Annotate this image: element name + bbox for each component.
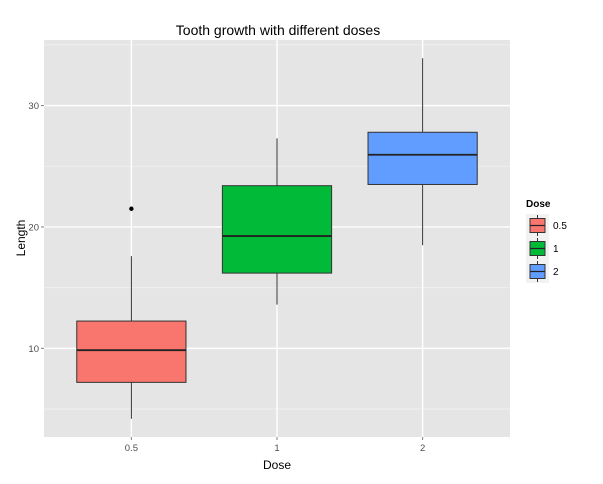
y-tick-label: 20 — [28, 222, 39, 233]
legend-entry-2: 2 — [526, 260, 559, 283]
box-iqr — [76, 320, 187, 383]
y-axis-title: Length — [14, 220, 28, 257]
x-tick-label: 1 — [274, 443, 279, 454]
legend-label: 2 — [553, 267, 559, 278]
legend-entry-1: 1 — [526, 237, 559, 260]
box-iqr — [367, 131, 478, 185]
box-1 — [221, 138, 333, 305]
x-axis-ticks: 0.5 1 2 — [125, 437, 425, 454]
legend-label: 1 — [553, 244, 559, 255]
box-0.5 — [76, 206, 187, 419]
x-tick-label: 0.5 — [125, 443, 138, 454]
y-tick-label: 30 — [28, 101, 39, 112]
y-tick-label: 10 — [28, 344, 39, 355]
y-axis-ticks: 10 20 30 — [28, 101, 44, 355]
box-iqr — [221, 185, 333, 274]
boxes — [76, 58, 478, 419]
legend: Dose 0.5 1 2 — [526, 199, 567, 283]
box-2 — [367, 58, 478, 246]
x-axis-title: Dose — [263, 458, 291, 472]
legend-entry-0.5: 0.5 — [526, 214, 567, 237]
legend-label: 0.5 — [553, 221, 567, 232]
legend-title: Dose — [526, 199, 551, 210]
outlier-point — [129, 206, 134, 211]
x-tick-label: 2 — [420, 443, 425, 454]
chart-title: Tooth growth with different doses — [176, 22, 380, 38]
